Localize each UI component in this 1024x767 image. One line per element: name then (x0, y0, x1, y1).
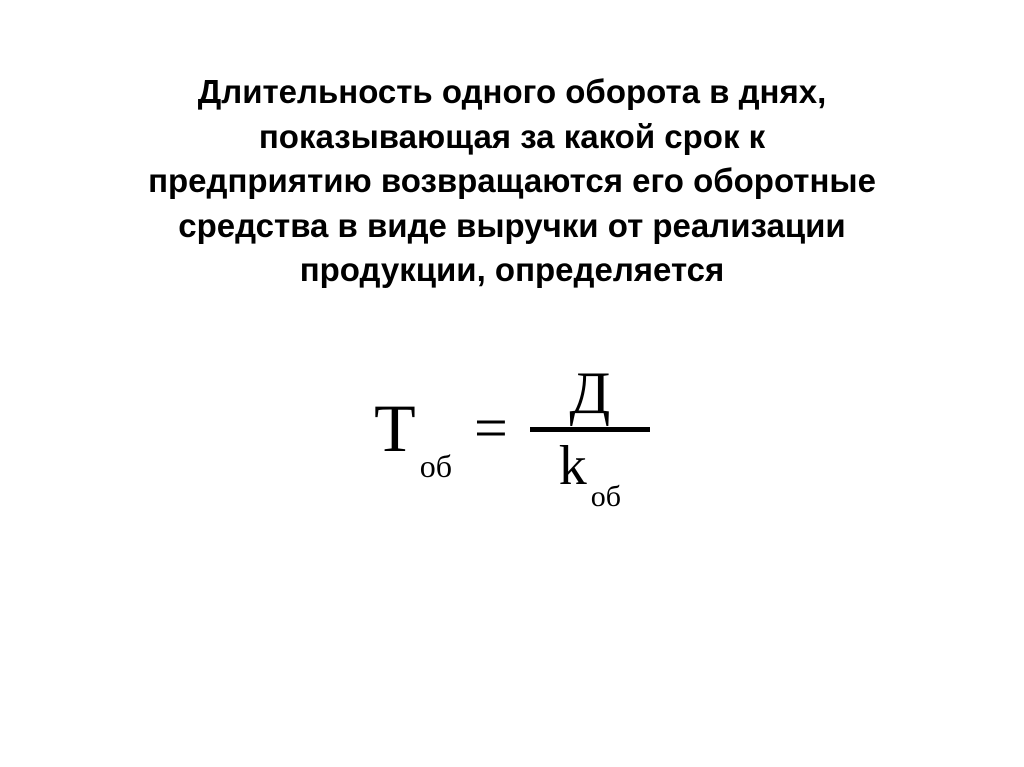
numerator: Д (569, 363, 610, 427)
heading-line-4: средства в виде выручки от реализации (20, 204, 1004, 249)
heading-line-2: показывающая за какой срок к (20, 115, 1004, 160)
numerator-variable: Д (569, 363, 610, 423)
heading-line-1: Длительность одного оборота в днях, (20, 70, 1004, 115)
denominator-variable: k (559, 438, 587, 494)
heading-line-3: предприятию возвращаются его оборотные (20, 159, 1004, 204)
lhs-subscript: об (420, 450, 452, 482)
fraction: Д k об (530, 363, 650, 494)
equals-sign: = (474, 394, 508, 463)
slide: Длительность одного оборота в днях, пока… (0, 0, 1024, 767)
formula-container: Т об = Д k об (0, 363, 1024, 494)
denominator: k об (559, 432, 621, 494)
formula: Т об = Д k об (374, 363, 650, 494)
denominator-subscript: об (591, 482, 621, 512)
lhs-variable: Т (374, 394, 416, 462)
formula-lhs: Т об (374, 394, 452, 462)
heading-line-5: продукции, определяется (20, 248, 1004, 293)
heading-block: Длительность одного оборота в днях, пока… (0, 70, 1024, 293)
